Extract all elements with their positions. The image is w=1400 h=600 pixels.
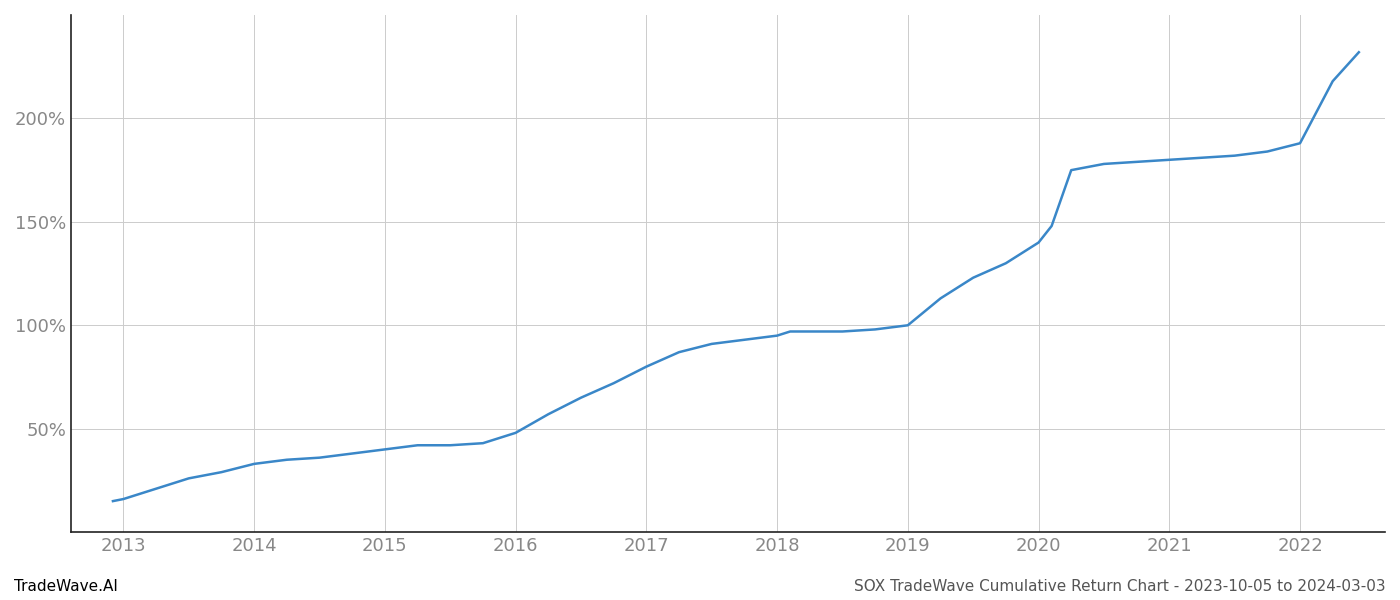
Text: SOX TradeWave Cumulative Return Chart - 2023-10-05 to 2024-03-03: SOX TradeWave Cumulative Return Chart - …: [854, 579, 1386, 594]
Text: TradeWave.AI: TradeWave.AI: [14, 579, 118, 594]
